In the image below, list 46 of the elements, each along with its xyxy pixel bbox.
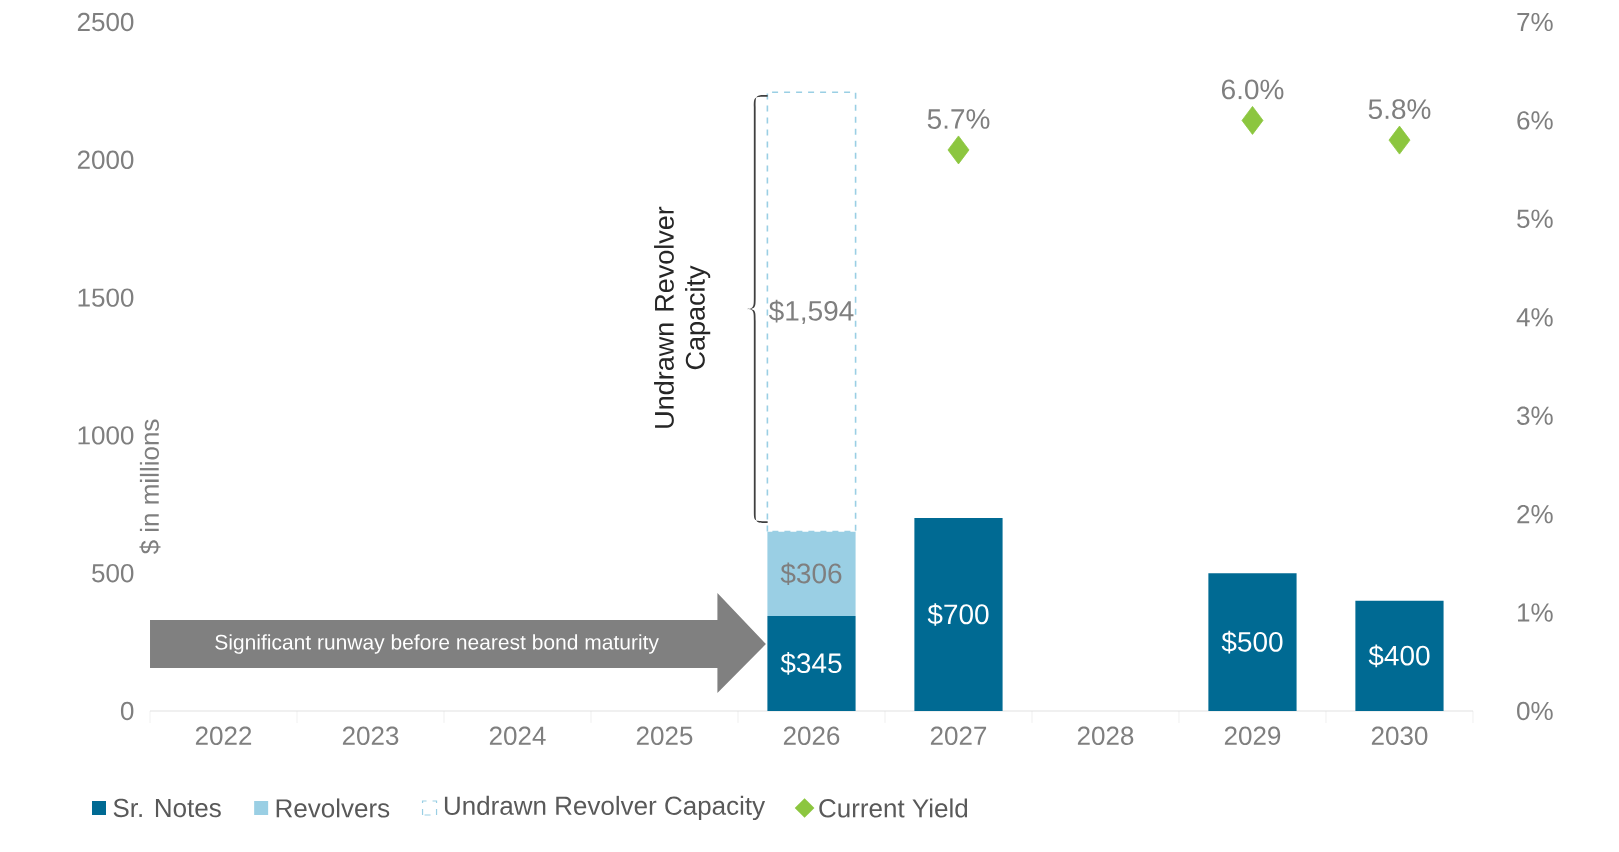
data-label: 6.0%	[1221, 79, 1284, 100]
data-label: 5.7%	[927, 109, 990, 129]
data-label: $700	[927, 603, 989, 626]
y2-tick-label: 4%	[1516, 308, 1553, 327]
y2-tick-label: 6%	[1517, 111, 1553, 130]
x-tick-label: 2022	[195, 726, 252, 745]
legend-label: Revolvers	[276, 798, 390, 818]
y-axis-title: $ in millions	[139, 419, 161, 555]
data-label: $1,594	[768, 299, 854, 325]
y2-tick-label: 0%	[1517, 701, 1553, 721]
data-label: $500	[1221, 630, 1283, 654]
data-label: $400	[1368, 644, 1430, 668]
y2-tick-label: 7%	[1517, 12, 1553, 32]
x-tick-label: 2027	[930, 726, 987, 745]
bar	[767, 615, 856, 711]
data-label: $345	[780, 652, 842, 675]
annotation: Undrawn Revolver Capacity	[654, 206, 711, 428]
y2-tick-label: 2%	[1517, 504, 1553, 524]
x-tick-label: 2024	[489, 726, 546, 745]
y-tick-label: 0	[120, 701, 134, 721]
data-label: $306	[780, 562, 842, 586]
legend-label: Undrawn Revolver Capacity	[444, 795, 766, 821]
legend-label: Current Yield	[819, 798, 968, 818]
point	[1241, 106, 1264, 135]
bar	[1355, 600, 1444, 711]
y2-tick-label: 1%	[1518, 603, 1553, 622]
y-tick-label: 1000	[78, 426, 134, 445]
x-tick-label: 2029	[1224, 726, 1281, 745]
y-tick-label: 2500	[77, 12, 134, 32]
x-tick-label: 2030	[1371, 726, 1428, 745]
y-tick-label: 1500	[78, 288, 134, 307]
point	[947, 135, 970, 165]
y-tick-label: 2000	[77, 150, 134, 169]
x-tick-label: 2028	[1077, 726, 1134, 745]
annotation: Significant runway before nearest bond maturity	[215, 634, 659, 654]
legend-label: Sr. Notes	[113, 798, 221, 818]
point	[1388, 125, 1411, 155]
x-tick-label: 2023	[342, 726, 399, 745]
x-tick-label: 2026	[783, 726, 840, 745]
y2-tick-label: 3%	[1517, 406, 1553, 425]
bar	[914, 518, 1003, 711]
data-label: 5.8%	[1368, 99, 1431, 120]
y-tick-label: 500	[92, 563, 134, 583]
y2-tick-label: 5%	[1517, 209, 1553, 228]
x-tick-label: 2025	[636, 726, 693, 745]
bar	[1208, 573, 1297, 711]
